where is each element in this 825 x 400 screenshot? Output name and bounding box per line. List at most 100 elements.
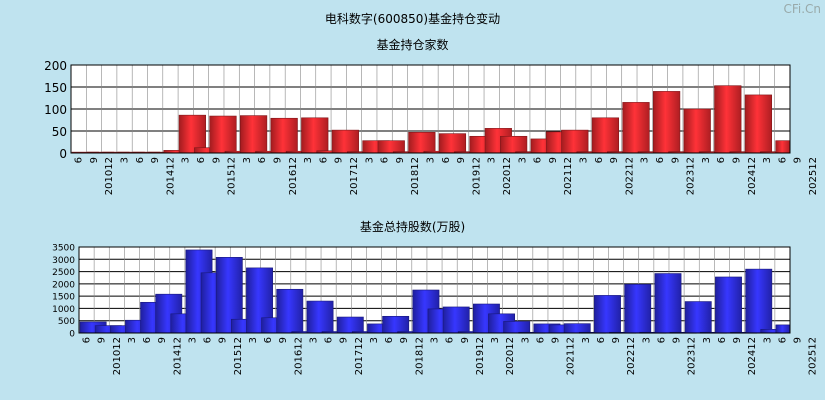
- bar: [714, 85, 742, 154]
- x-tick-label: 9: [395, 157, 406, 163]
- x-tick-label: 202512: [808, 337, 819, 375]
- bar: [684, 301, 712, 334]
- x-tick-label: 9: [793, 337, 804, 343]
- bar: [775, 324, 791, 334]
- x-tick-label: 6: [318, 157, 329, 163]
- x-tick-label: 202312: [687, 337, 698, 375]
- x-tick-label: 6: [535, 337, 546, 343]
- x-tick-label: 201012: [104, 157, 115, 195]
- y-tick-label: 2500: [52, 268, 75, 278]
- x-tick-label: 3: [248, 337, 259, 343]
- y-tick-label: 150: [44, 81, 67, 95]
- x-tick-label: 201712: [349, 157, 360, 195]
- x-tick-label: 9: [551, 337, 562, 343]
- x-tick-label: 6: [74, 157, 85, 163]
- y-tick-label: 500: [58, 317, 75, 327]
- x-tick-label: 201412: [165, 157, 176, 195]
- x-tick-label: 3: [517, 157, 528, 163]
- x-tick-label: 202212: [626, 337, 637, 375]
- x-tick-label: 3: [490, 337, 501, 343]
- x-tick-label: 9: [732, 337, 743, 343]
- y-tick-label: 100: [44, 103, 67, 117]
- bar: [336, 316, 364, 334]
- x-tick-label: 6: [263, 337, 274, 343]
- x-tick-label: 9: [97, 337, 108, 343]
- x-tick-label: 6: [384, 337, 395, 343]
- x-tick-label: 6: [777, 337, 788, 343]
- x-tick-label: 9: [672, 337, 683, 343]
- bar: [306, 300, 334, 334]
- x-tick-label: 9: [89, 157, 100, 163]
- chart2-title: 基金总持股数(万股): [359, 220, 466, 234]
- x-tick-label: 201012: [112, 337, 123, 375]
- x-tick-label: 9: [211, 157, 222, 163]
- x-tick-label: 3: [701, 157, 712, 163]
- x-tick-label: 201912: [475, 337, 486, 375]
- y-tick-label: 3500: [52, 244, 75, 254]
- x-tick-label: 6: [82, 337, 93, 343]
- x-tick-label: 202112: [566, 337, 577, 375]
- x-tick-label: 201512: [227, 157, 238, 195]
- x-tick-label: 6: [380, 157, 391, 163]
- x-tick-label: 6: [324, 337, 335, 343]
- bar: [239, 115, 268, 154]
- x-tick-label: 6: [533, 157, 544, 163]
- x-tick-label: 3: [369, 337, 380, 343]
- bar: [331, 129, 359, 154]
- bar: [744, 94, 773, 154]
- x-tick-label: 3: [430, 337, 441, 343]
- bar: [377, 140, 405, 154]
- bar: [654, 273, 682, 334]
- x-tick-label: 9: [339, 337, 350, 343]
- x-tick-label: 3: [181, 157, 192, 163]
- y-tick-label: 0: [69, 330, 75, 340]
- plot-frame: [70, 64, 791, 154]
- x-tick-label: 6: [717, 337, 728, 343]
- x-tick-label: 9: [670, 157, 681, 163]
- x-tick-label: 9: [609, 157, 620, 163]
- bar: [178, 114, 206, 154]
- bar: [382, 315, 410, 334]
- y-tick-label: 1000: [52, 305, 75, 315]
- x-tick-label: 3: [581, 337, 592, 343]
- bar: [270, 117, 298, 154]
- y-tick-label: 2000: [52, 280, 75, 290]
- bar: [438, 133, 467, 154]
- x-tick-label: 3: [762, 337, 773, 343]
- x-tick-label: 202312: [686, 157, 697, 195]
- x-tick-label: 202412: [747, 337, 758, 375]
- x-tick-label: 3: [487, 157, 498, 163]
- x-tick-label: 6: [445, 337, 456, 343]
- x-tick-label: 3: [242, 157, 253, 163]
- x-tick-label: 9: [218, 337, 229, 343]
- x-tick-label: 6: [656, 337, 667, 343]
- x-tick-label: 202112: [563, 157, 574, 195]
- x-tick-label: 3: [127, 337, 138, 343]
- x-tick-label: 6: [257, 157, 268, 163]
- watermark-logo: CFi.Cn: [783, 2, 821, 16]
- x-tick-label: 201412: [172, 337, 183, 375]
- bar: [563, 323, 591, 334]
- x-tick-label: 3: [187, 337, 198, 343]
- x-tick-label: 3: [303, 157, 314, 163]
- x-tick-label: 202212: [624, 157, 635, 195]
- x-tick-label: 6: [655, 157, 666, 163]
- bar: [622, 102, 650, 154]
- x-tick-label: 201612: [288, 157, 299, 195]
- x-tick-label: 202012: [505, 337, 516, 375]
- x-tick-label: 6: [441, 157, 452, 163]
- x-tick-label: 3: [308, 337, 319, 343]
- x-tick-label: 3: [426, 157, 437, 163]
- x-tick-label: 9: [456, 157, 467, 163]
- x-tick-label: 6: [596, 337, 607, 343]
- x-tick-label: 201912: [471, 157, 482, 195]
- bar: [503, 321, 531, 334]
- bar: [301, 117, 329, 154]
- x-tick-label: 3: [641, 337, 652, 343]
- page-title: 电科数字(600850)基金持仓变动: [324, 12, 501, 26]
- x-tick-label: 9: [731, 157, 742, 163]
- bar: [624, 284, 652, 334]
